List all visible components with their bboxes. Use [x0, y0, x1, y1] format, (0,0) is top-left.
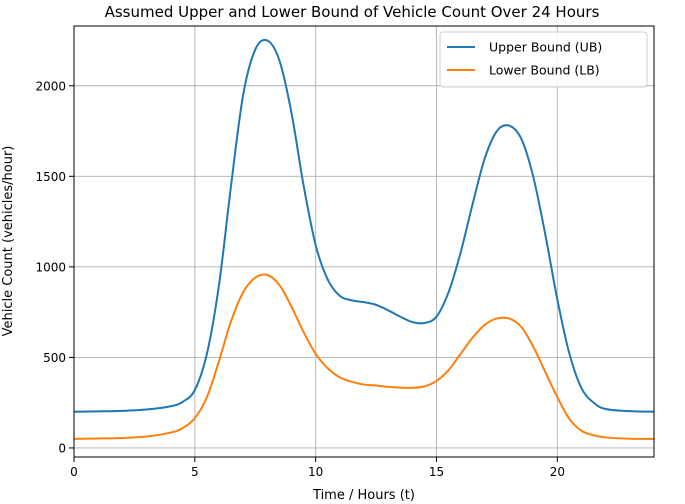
- y-tick-label: 0: [58, 441, 66, 455]
- y-tick-label: 1500: [35, 170, 66, 184]
- series-line-lower-bound: [73, 273, 655, 440]
- y-tick-label: 500: [43, 351, 66, 365]
- grid-layer: [73, 26, 654, 457]
- legend-box: [439, 31, 648, 88]
- x-tick-label: 15: [429, 465, 444, 479]
- y-tick-label: 1000: [35, 260, 66, 274]
- x-tick-label: 0: [70, 465, 78, 479]
- legend-label-upper: Upper Bound (UB): [489, 40, 602, 55]
- x-axis-label: Time / Hours (t): [312, 488, 415, 503]
- tick-layer: 0 5 10 15 20 0 500 1000 1500 2000: [35, 79, 565, 479]
- legend: Upper Bound (UB) Lower Bound (LB): [439, 31, 648, 88]
- legend-label-lower: Lower Bound (LB): [489, 63, 600, 78]
- x-tick-label: 5: [191, 465, 199, 479]
- series-line-upper-bound: [73, 38, 655, 413]
- series-layer: [73, 38, 655, 440]
- plot-frame: [73, 25, 655, 458]
- y-axis-label: Vehicle Count (vehicles/hour): [1, 146, 16, 337]
- x-tick-label: 20: [550, 465, 565, 479]
- x-tick-label: 10: [308, 465, 323, 479]
- chart-title: Assumed Upper and Lower Bound of Vehicle…: [105, 3, 600, 21]
- y-tick-label: 2000: [35, 79, 66, 93]
